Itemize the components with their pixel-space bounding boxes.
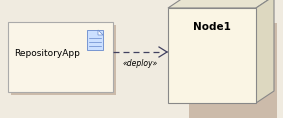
- Bar: [168, 8, 256, 103]
- Text: «deploy»: «deploy»: [122, 59, 158, 68]
- Polygon shape: [189, 23, 277, 118]
- Text: RepositoryApp: RepositoryApp: [14, 48, 80, 57]
- Bar: [87, 30, 103, 50]
- Polygon shape: [168, 0, 274, 8]
- Polygon shape: [98, 30, 103, 35]
- Bar: [8, 22, 113, 92]
- Bar: [11, 25, 116, 95]
- Text: Node1: Node1: [193, 22, 231, 32]
- Polygon shape: [256, 0, 274, 103]
